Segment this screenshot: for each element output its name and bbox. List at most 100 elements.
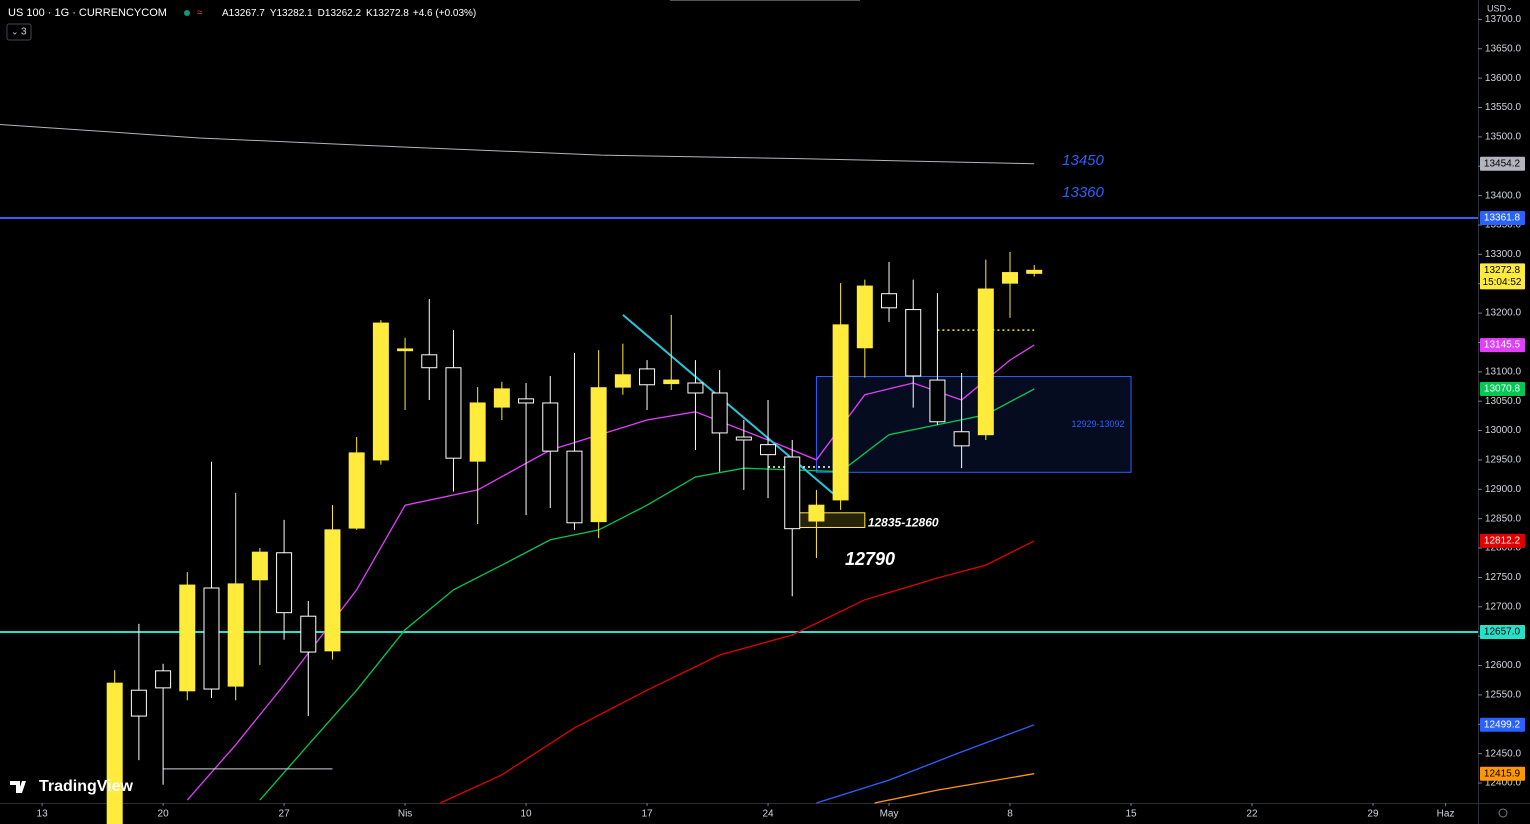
candle-body bbox=[445, 367, 462, 459]
candle-body bbox=[687, 382, 704, 394]
hline-badge bbox=[1480, 625, 1525, 640]
annotation: 13360 bbox=[1062, 184, 1104, 201]
currency[interactable]: USD bbox=[1487, 3, 1507, 13]
candle-body bbox=[227, 583, 244, 687]
candle-body bbox=[421, 354, 438, 369]
indicator-line bbox=[874, 773, 1035, 804]
ohlc-change: +4.6 (+0.03%) bbox=[413, 8, 476, 19]
candle-body bbox=[300, 615, 317, 653]
indicator-line bbox=[816, 724, 1035, 804]
x-tick-label: 15 bbox=[1125, 809, 1137, 820]
candle-body bbox=[760, 444, 777, 456]
candle-body bbox=[590, 387, 607, 523]
y-tick-label: 13050.0 bbox=[1485, 396, 1522, 407]
y-tick-label: 12600.0 bbox=[1485, 660, 1522, 671]
x-tick-label: May bbox=[880, 809, 899, 820]
line-badge bbox=[1480, 381, 1525, 396]
candle-body bbox=[397, 348, 414, 352]
chevron: ⌄ bbox=[11, 26, 19, 36]
y-tick-label: 12700.0 bbox=[1485, 601, 1522, 612]
x-tick-label: Nis bbox=[398, 809, 412, 820]
last-price-label: 13272.8 bbox=[1484, 265, 1521, 276]
indicator-toggle[interactable] bbox=[6, 23, 32, 41]
y-tick-label: 12750.0 bbox=[1485, 572, 1522, 583]
y-tick-label: 12450.0 bbox=[1485, 748, 1522, 759]
candle-body bbox=[905, 309, 922, 377]
countdown: 15:04:52 bbox=[1483, 277, 1522, 288]
line-badge-label: 12812.2 bbox=[1484, 536, 1521, 547]
candle-body bbox=[735, 436, 752, 441]
ohlc-label: D bbox=[318, 8, 325, 19]
y-tick-label: 13550.0 bbox=[1485, 102, 1522, 113]
candle-body bbox=[179, 584, 196, 692]
ohlc-label: Y bbox=[270, 8, 277, 19]
brand-logo bbox=[10, 781, 26, 793]
line-badge-label: 13070.8 bbox=[1484, 384, 1521, 395]
candle-body bbox=[808, 504, 825, 522]
candle-body bbox=[929, 379, 946, 423]
y-tick-label: 13300.0 bbox=[1485, 249, 1522, 260]
candle-body bbox=[614, 374, 631, 388]
ohlc-legend: A13267.7 Y13282.1 D13262.2 K13272.8 +4.6 (+0… bbox=[222, 8, 476, 19]
annotation: 13450 bbox=[1062, 152, 1104, 169]
candle-body bbox=[711, 392, 728, 434]
y-tick-label: 12800.0 bbox=[1485, 543, 1522, 554]
x-tick-label: 13 bbox=[37, 809, 49, 820]
candle-body bbox=[203, 587, 220, 690]
candle-body bbox=[518, 398, 535, 404]
indicator-line bbox=[259, 388, 1035, 801]
x-tick-label: 17 bbox=[641, 809, 653, 820]
line-badge-label: 12415.9 bbox=[1484, 768, 1521, 779]
candle-body bbox=[324, 529, 341, 652]
x-tick-label: 20 bbox=[158, 809, 170, 820]
candle-body bbox=[566, 450, 583, 524]
axes: 12400.012450.012500.012550.012600.012650… bbox=[37, 14, 1525, 820]
candle-body bbox=[784, 456, 801, 530]
line-badge-label: 12499.2 bbox=[1484, 719, 1521, 730]
ohlc-value: 13282.1 bbox=[277, 8, 314, 19]
ohlc-value: 13267.7 bbox=[229, 8, 266, 19]
indicator-count: 3 bbox=[21, 27, 27, 38]
status-icon: ≈ bbox=[197, 8, 203, 19]
candle-body bbox=[251, 551, 268, 581]
y-tick-label: 12850.0 bbox=[1485, 513, 1522, 524]
x-tick-label: 10 bbox=[520, 809, 532, 820]
candle-body bbox=[856, 285, 873, 349]
hline-badge bbox=[1480, 211, 1525, 226]
annotation: 12790 bbox=[845, 549, 895, 569]
candle-body bbox=[663, 379, 680, 385]
line-badge bbox=[1480, 533, 1525, 548]
drawing-line bbox=[622, 314, 842, 501]
y-tick-label: 13350.0 bbox=[1485, 220, 1522, 231]
line-badge bbox=[1480, 156, 1525, 171]
indicator-line bbox=[439, 540, 1035, 804]
indicator-line bbox=[0, 124, 1035, 165]
candle-body bbox=[348, 452, 365, 529]
y-tick-label: 13650.0 bbox=[1485, 43, 1522, 54]
y-tick-label: 13700.0 bbox=[1485, 14, 1522, 25]
y-tick-label: 12900.0 bbox=[1485, 484, 1522, 495]
status-dot bbox=[184, 10, 190, 16]
symbol: US 100 · 1G · CURRENCYCOM bbox=[8, 7, 167, 19]
y-tick-label: 12950.0 bbox=[1485, 455, 1522, 466]
candle-body bbox=[106, 682, 123, 824]
zone bbox=[791, 512, 866, 529]
ohlc-label: K bbox=[366, 8, 373, 19]
candle-body bbox=[881, 293, 898, 309]
zone-label: 12835-12860 bbox=[868, 515, 939, 529]
last-price-badge bbox=[1480, 263, 1525, 290]
line-badge-label: 13454.2 bbox=[1484, 158, 1521, 169]
hline-badge-label: 13361.8 bbox=[1484, 213, 1521, 224]
x-tick-label: Haz bbox=[1437, 809, 1455, 820]
ohlc-value: 13262.2 bbox=[325, 8, 362, 19]
y-tick-label: 13200.0 bbox=[1485, 308, 1522, 319]
line-badge-label: 13145.5 bbox=[1484, 340, 1521, 351]
candle-body bbox=[977, 288, 994, 436]
candle-body bbox=[953, 431, 970, 447]
ohlc-label: A bbox=[222, 8, 229, 19]
settings-icon[interactable] bbox=[1498, 808, 1508, 818]
zone bbox=[815, 376, 1132, 473]
